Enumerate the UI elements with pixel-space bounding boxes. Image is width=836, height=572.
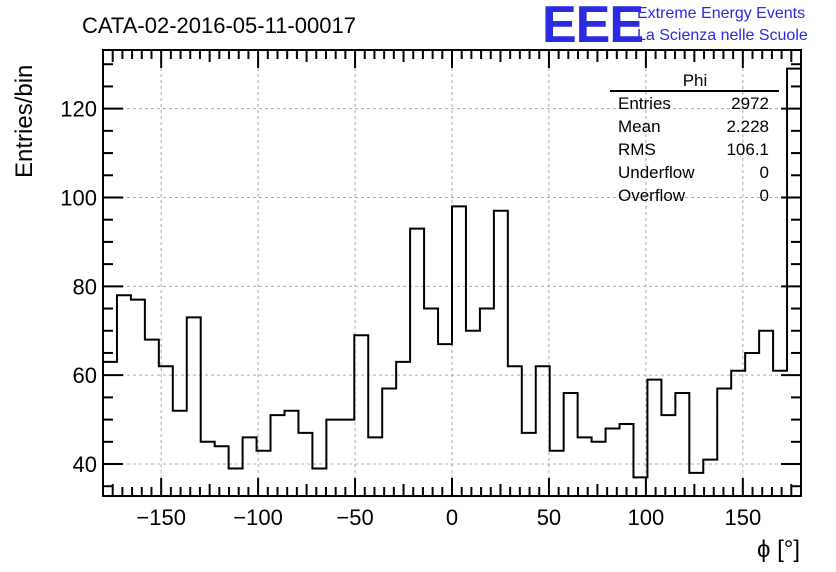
y-tick-label: 120 xyxy=(60,97,97,122)
x-tick-label: −100 xyxy=(233,505,283,530)
chart-title: CATA-02-2016-05-11-00017 xyxy=(82,13,356,38)
eee-logo: EEE Extreme Energy Events La Scienza nel… xyxy=(542,0,808,54)
x-tick-labels: −150 −100 −50 0 50 100 150 xyxy=(136,505,761,530)
x-tick-label: 100 xyxy=(628,505,665,530)
stats-label: Mean xyxy=(618,117,661,136)
stats-value: 106.1 xyxy=(726,140,769,159)
x-tick-label: 150 xyxy=(724,505,761,530)
stats-value: 0 xyxy=(760,163,769,182)
x-tick-label: 0 xyxy=(446,505,458,530)
x-axis-label: ϕ [°] xyxy=(757,536,800,563)
eee-logo-line1: Extreme Energy Events xyxy=(637,5,805,22)
y-axis-label: Entries/bin xyxy=(11,65,38,178)
stats-title: Phi xyxy=(683,71,708,90)
eee-logo-mark: EEE xyxy=(542,0,643,54)
eee-logo-line2: La Scienza nelle Scuole xyxy=(637,27,808,44)
stats-value: 2972 xyxy=(731,94,769,113)
axis-ticks xyxy=(103,50,801,496)
stats-box: Phi Entries 2972 Mean 2.228 RMS 106.1 Underflo… xyxy=(610,71,779,205)
stats-label: Overflow xyxy=(618,186,686,205)
y-tick-label: 40 xyxy=(73,452,97,477)
stats-label: Entries xyxy=(618,94,671,113)
x-tick-label: −150 xyxy=(136,505,186,530)
stats-value: 2.228 xyxy=(726,117,769,136)
y-tick-labels: 40 60 80 100 120 xyxy=(60,97,97,477)
x-tick-label: −50 xyxy=(336,505,373,530)
y-tick-label: 100 xyxy=(60,185,97,210)
x-tick-label: 50 xyxy=(537,505,561,530)
y-tick-label: 80 xyxy=(73,274,97,299)
stats-rows: Entries 2972 Mean 2.228 RMS 106.1 Underflow 0 Ov… xyxy=(618,94,769,205)
stats-value: 0 xyxy=(760,186,769,205)
y-tick-label: 60 xyxy=(73,363,97,388)
stats-label: Underflow xyxy=(618,163,695,182)
stats-label: RMS xyxy=(618,140,656,159)
histogram-line xyxy=(103,67,801,479)
